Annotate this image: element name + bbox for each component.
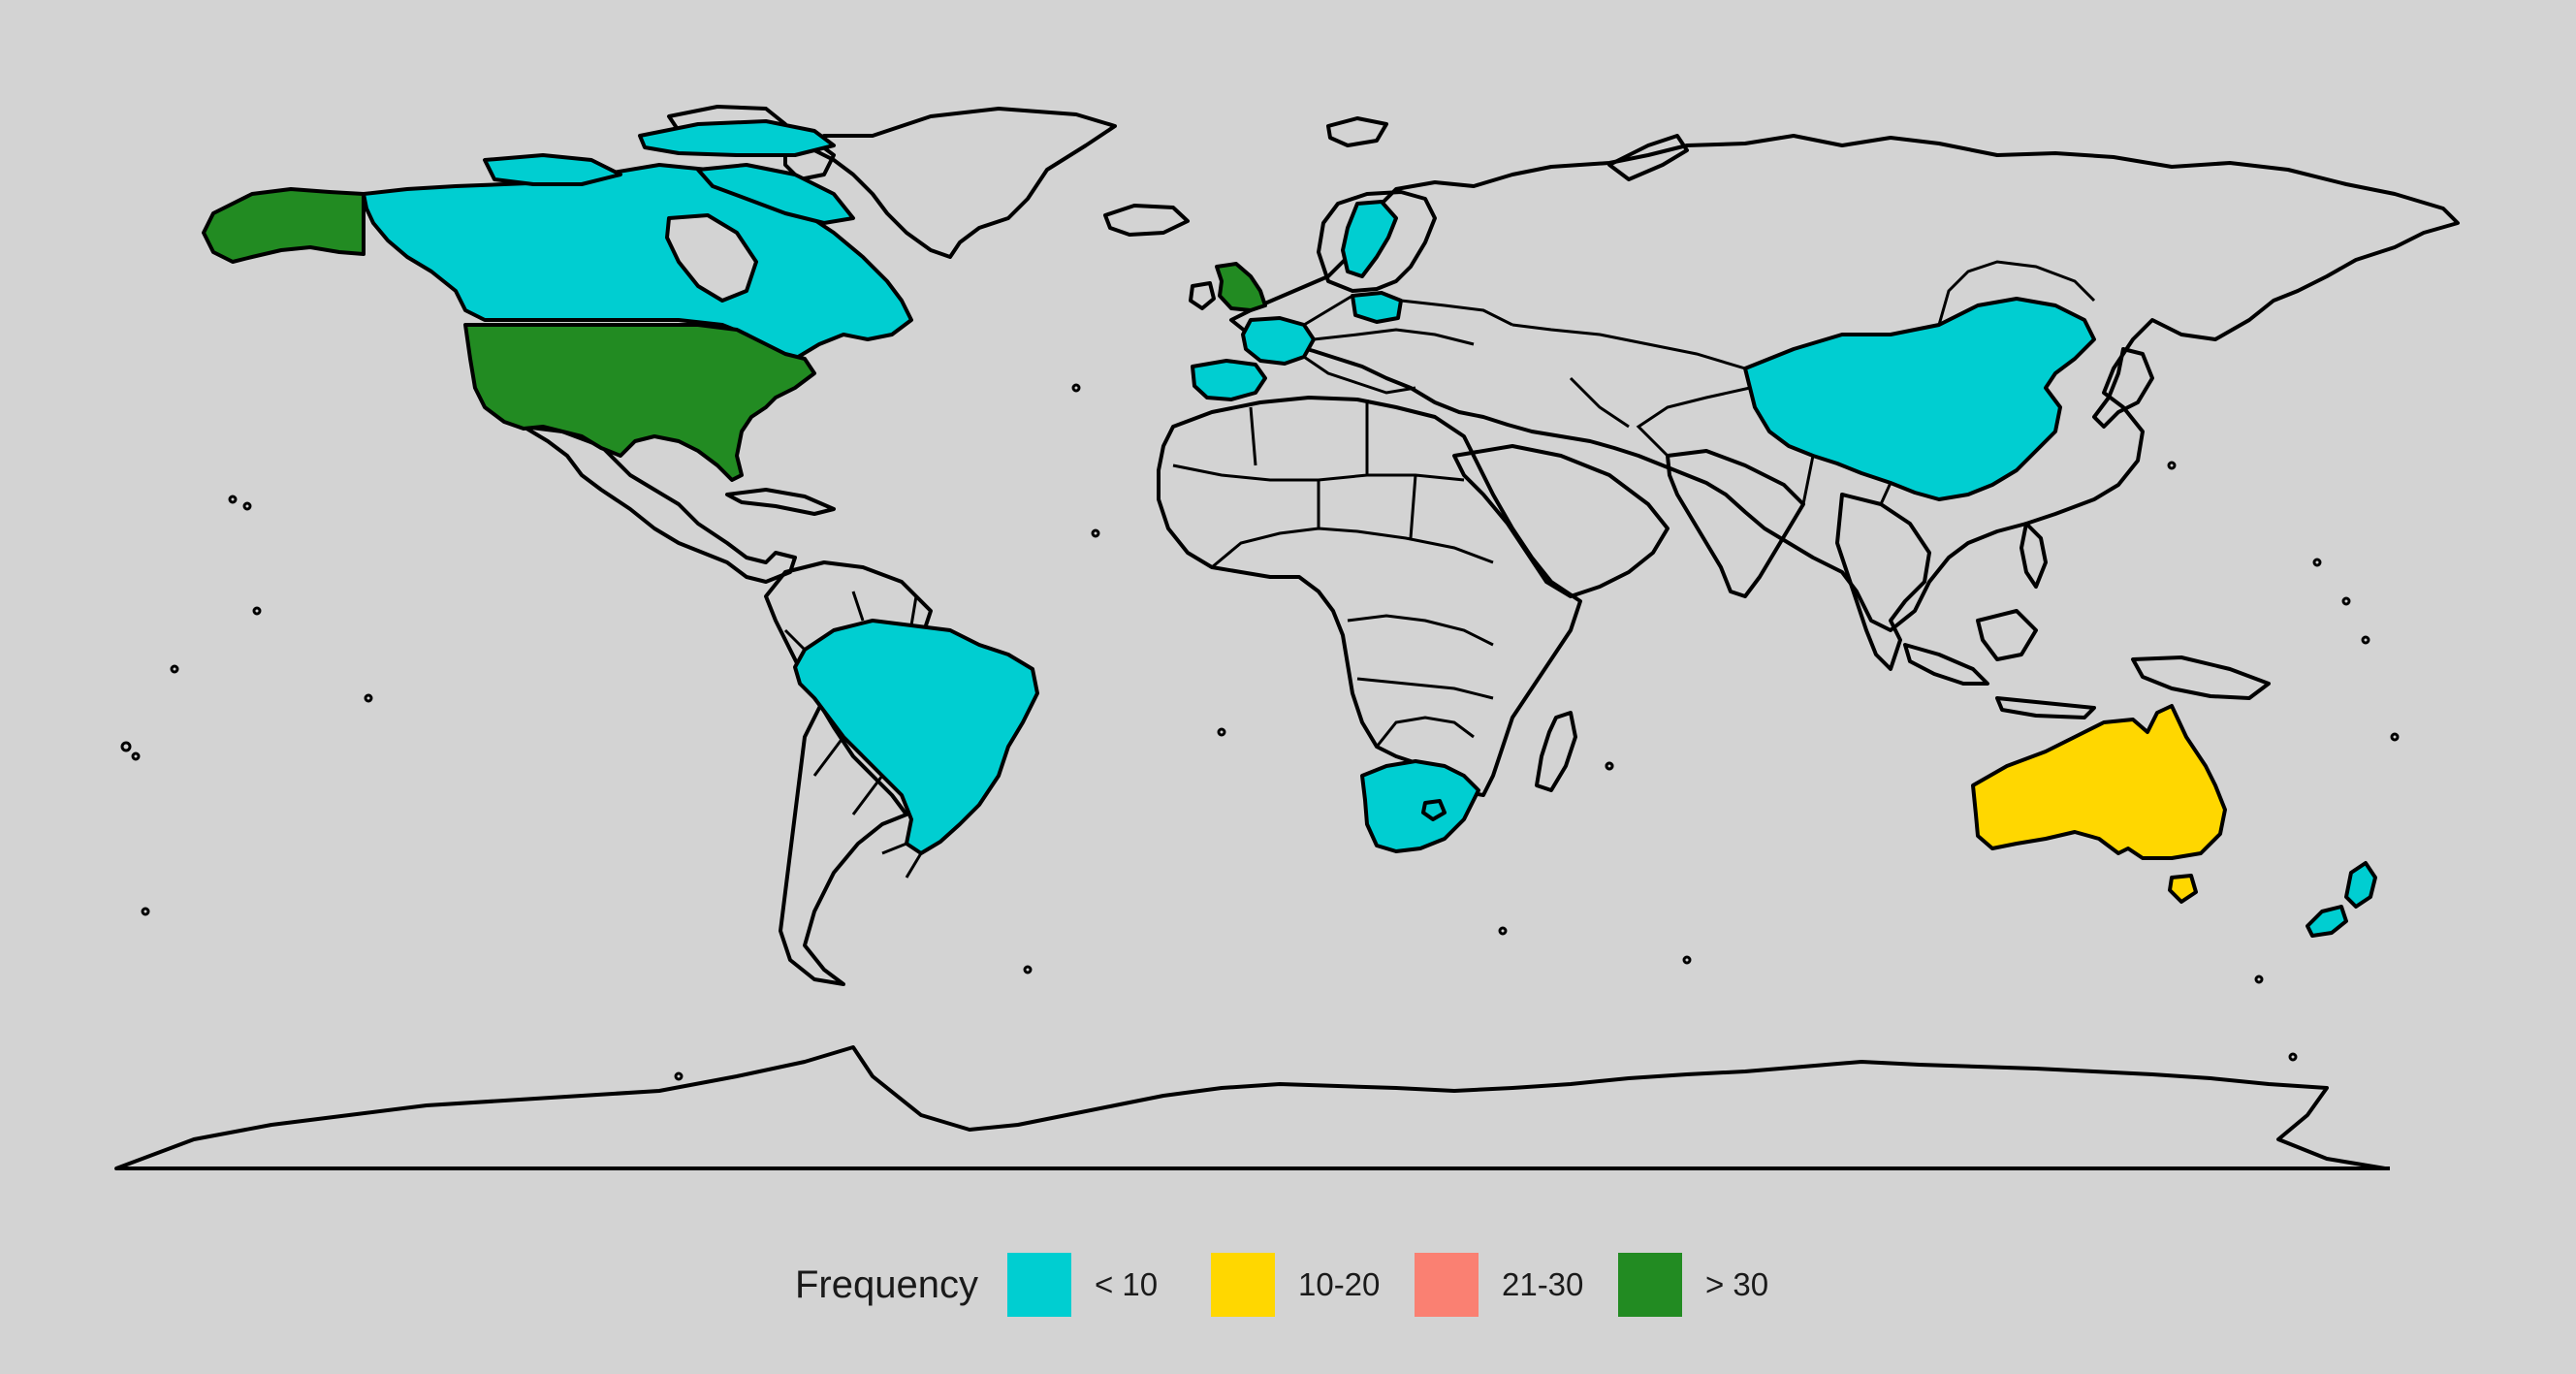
legend-swatch-21-30 — [1414, 1253, 1479, 1317]
country-canada-arctic[interactable] — [483, 153, 622, 186]
europe-borders — [1303, 294, 1513, 395]
country-south-africa[interactable] — [1360, 759, 1480, 853]
country-brazil[interactable] — [793, 619, 1039, 855]
country-australia[interactable] — [1971, 704, 2227, 860]
legend-swatch-lt10 — [1006, 1253, 1071, 1317]
legend-title: Frequency — [795, 1262, 978, 1306]
country-canada[interactable] — [362, 163, 913, 361]
country-new-zealand[interactable] — [2306, 905, 2348, 938]
iceland-outline — [1103, 204, 1190, 237]
country-spain[interactable] — [1191, 359, 1267, 401]
scandinavia-outline — [1317, 190, 1437, 293]
legend-swatch-gt30 — [1617, 1253, 1682, 1317]
south-america-borders — [783, 591, 923, 879]
indonesia-outline — [1976, 609, 2038, 661]
arabia-outline — [1452, 444, 1670, 598]
greenland-outline — [803, 107, 1117, 259]
country-australia-tasmania[interactable] — [2168, 874, 2198, 904]
novaya-zemlya-outline — [1607, 134, 1689, 181]
legend-label-lt10: < 10 — [1094, 1266, 1159, 1302]
country-new-zealand[interactable] — [2344, 861, 2377, 909]
scattered-islands — [120, 383, 2400, 1081]
ireland-outline — [1189, 281, 1216, 310]
country-united-states[interactable] — [463, 323, 816, 482]
country-sweden[interactable] — [1341, 200, 1398, 278]
legend-item-10-20: 10-20 — [1210, 1253, 1385, 1317]
country-poland[interactable] — [1351, 291, 1403, 324]
legend-label-21-30: 21-30 — [1501, 1266, 1584, 1302]
africa-borders — [1172, 399, 1494, 748]
japan-outline — [2092, 347, 2154, 429]
legend-label-gt30: > 30 — [1704, 1266, 1769, 1302]
lesotho-outline — [1421, 799, 1447, 821]
country-france[interactable] — [1241, 316, 1316, 366]
svalbard-outline — [1326, 116, 1388, 147]
country-canada-arctic[interactable] — [638, 119, 836, 157]
country-alaska[interactable] — [202, 187, 366, 264]
hudson-bay-outline — [665, 213, 758, 303]
country-canada-arctic[interactable] — [696, 163, 855, 225]
asia-borders — [1511, 260, 2096, 505]
legend-label-10-20: 10-20 — [1297, 1266, 1381, 1302]
antarctica-outline — [114, 1045, 2387, 1170]
indonesia-outline — [1903, 643, 1989, 686]
madagascar-outline — [1535, 711, 1577, 792]
legend: Frequency < 10 10-20 21-30 > 30 — [795, 1251, 1822, 1319]
country-china[interactable] — [1743, 297, 2096, 501]
cuba-outline — [725, 488, 836, 516]
indonesia-outline — [1995, 696, 2096, 719]
legend-swatch-10-20 — [1210, 1253, 1275, 1317]
se-asia-outline — [1835, 493, 1931, 671]
legend-item-gt30: > 30 — [1617, 1253, 1793, 1317]
philippines-outline — [2019, 522, 2048, 589]
india-outline — [1666, 449, 1805, 598]
country-united-kingdom[interactable] — [1215, 262, 1267, 312]
eurasia-outline — [1229, 134, 2460, 632]
legend-item-lt10: < 10 — [1006, 1253, 1182, 1317]
legend-item-21-30: 21-30 — [1414, 1253, 1589, 1317]
new-guinea-outline — [2131, 655, 2271, 700]
